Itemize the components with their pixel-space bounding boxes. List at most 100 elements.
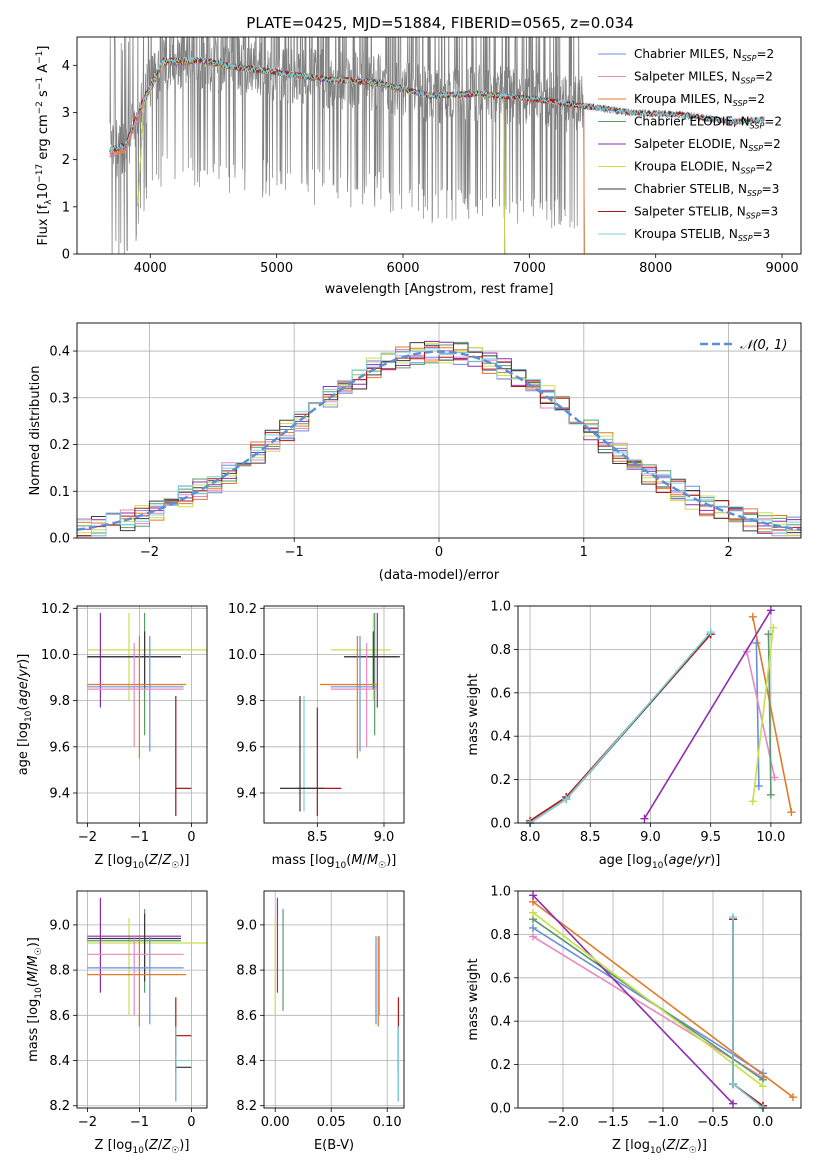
legend-label: Chabrier ELODIE, NSSP=2: [634, 115, 782, 131]
plot-area-age-vs-mass: [280, 612, 400, 817]
weight-line: [755, 642, 760, 787]
axes-frame: [76, 36, 802, 255]
histograms: [77, 340, 801, 537]
weight-line: [532, 927, 764, 1074]
weight-marker: [754, 782, 763, 791]
residual-histogram: [77, 340, 801, 530]
weight-line: [532, 894, 734, 1105]
observed-spectrum: [109, 37, 765, 254]
plot-area-weight-vs-age: [526, 606, 796, 827]
legend-label: Kroupa ELODIE, NSSP=2: [634, 160, 773, 176]
axes-frame: [76, 605, 208, 824]
weight-line: [532, 912, 764, 1087]
weight-marker: [752, 638, 761, 647]
legend-label: Kroupa MILES, NSSP=2: [634, 92, 765, 108]
y-tick-label: 10.0: [228, 648, 257, 663]
weight-marker: [729, 1080, 737, 1089]
y-tick-label: 0.2: [490, 773, 511, 788]
weight-marker: [529, 908, 537, 917]
x-tick-label: 1: [580, 545, 588, 560]
plot-area-mass-vs-ebv: [274, 897, 399, 1102]
page-title: PLATE=0425, MJD=51884, FIBERID=0565, z=0…: [246, 14, 633, 32]
y-tick-label: 8.4: [236, 1054, 257, 1069]
y-tick-label: 8.8: [236, 964, 257, 979]
x-tick-label: −2: [78, 1115, 97, 1130]
weight-line: [732, 919, 764, 1107]
y-tick-label: 0.8: [490, 643, 511, 658]
x-tick-label: −2.0: [547, 1115, 579, 1130]
y-tick-label: 10.0: [41, 648, 70, 663]
x-tick-label: 8.5: [307, 830, 328, 845]
x-tick-label: 9000: [766, 261, 799, 276]
x-tick-label: 0: [187, 1115, 195, 1130]
y-axis-label: Normed distribution: [28, 366, 43, 496]
weight-line: [532, 935, 764, 1079]
y-tick-label: 9.0: [49, 918, 70, 933]
y-axis-label: mass [log10(M/M☉)]: [26, 937, 44, 1062]
y-tick-label: 0.8: [490, 928, 511, 943]
x-axis-label: Z [log10(Z/Z☉)]: [95, 853, 190, 871]
weight-marker: [706, 628, 715, 637]
x-tick-label: −2: [78, 830, 97, 845]
model-line: [137, 57, 506, 254]
legend-label: Salpeter STELIB, NSSP=3: [634, 205, 778, 221]
y-tick-label: 0.2: [490, 1058, 511, 1073]
x-tick-label: 0.10: [373, 1115, 402, 1130]
x-tick-label: −2: [140, 545, 159, 560]
y-tick-label: 1.0: [490, 885, 511, 900]
weight-marker: [529, 932, 537, 941]
y-tick-label: 1.0: [490, 600, 511, 615]
panel-mass-vs-ebv: 0.00 0.05 0.10 8.2 8.4 8.6 8.8 9.0 E(B-V): [236, 890, 405, 1153]
weight-marker: [748, 612, 757, 621]
weight-line: [752, 616, 793, 813]
x-axis-label: Z [log10(Z/Z☉)]: [95, 1138, 190, 1156]
weight-marker: [766, 606, 775, 615]
legend-label: Kroupa STELIB, NSSP=3: [634, 227, 770, 243]
panel-weight-vs-Z: −2.0 −1.5 −1.0 −0.5 0.0 0.0 0.2 0.4 0.6 0.8 1.0 Z […: [466, 885, 802, 1156]
weight-marker: [766, 790, 775, 799]
weight-marker: [562, 795, 571, 804]
y-tick-label: 8.6: [236, 1009, 257, 1024]
legend-label: Salpeter MILES, NSSP=2: [634, 70, 773, 86]
y-tick-label: 8.2: [49, 1099, 70, 1114]
x-axis-label: age [log10(age/yr)]: [599, 853, 721, 871]
y-tick-label: 3: [62, 106, 70, 121]
y-tick-label: 8.4: [49, 1054, 70, 1069]
legend-label: Chabrier STELIB, NSSP=3: [634, 182, 779, 198]
y-tick-label: 0.3: [49, 391, 70, 406]
x-tick-label: 7000: [513, 261, 546, 276]
y-tick-label: 9.4: [49, 786, 70, 801]
x-tick-label: 6000: [386, 261, 419, 276]
y-tick-label: 0.2: [49, 438, 70, 453]
spectrum-legend: Chabrier MILES, NSSP=2 Salpeter MILES, NS…: [598, 47, 782, 243]
axes-frame: [263, 890, 405, 1109]
y-tick-label: 0.0: [490, 1102, 511, 1117]
panel-spectrum: 4000 5000 6000 7000 8000 9000 0 1 2 3 4 wavelength …: [35, 36, 802, 297]
spectrum-lines: [109, 37, 765, 254]
weight-line: [732, 919, 764, 1107]
y-tick-label: 9.6: [49, 740, 70, 755]
y-tick-label: 2: [62, 153, 70, 168]
weight-line: [752, 627, 775, 802]
plot-area-residuals: [77, 340, 801, 537]
x-axis-label: (data-model)/error: [379, 568, 500, 583]
x-tick-label: 9.0: [374, 830, 395, 845]
weight-marker: [770, 773, 779, 782]
y-tick-label: 0.4: [490, 1015, 511, 1030]
normal-curve: [77, 350, 801, 532]
y-tick-label: 0: [62, 248, 70, 263]
y-tick-label: 8.6: [49, 1009, 70, 1024]
y-tick-label: 0.4: [49, 345, 70, 360]
weight-marker: [759, 1082, 767, 1091]
y-axis-label: age [log10(age/yr)]: [16, 654, 34, 776]
x-tick-label: 0: [187, 830, 195, 845]
legend-label: Salpeter ELODIE, NSSP=2: [634, 137, 781, 153]
x-axis-label: E(B-V): [314, 1138, 354, 1153]
x-tick-label: 8.5: [580, 830, 601, 845]
weight-line: [732, 917, 764, 1109]
x-axis-label: Z [log10(Z/Z☉)]: [612, 1138, 707, 1156]
x-tick-label: −1: [130, 1115, 149, 1130]
weight-marker: [729, 1099, 737, 1108]
x-tick-label: 8.0: [520, 830, 541, 845]
